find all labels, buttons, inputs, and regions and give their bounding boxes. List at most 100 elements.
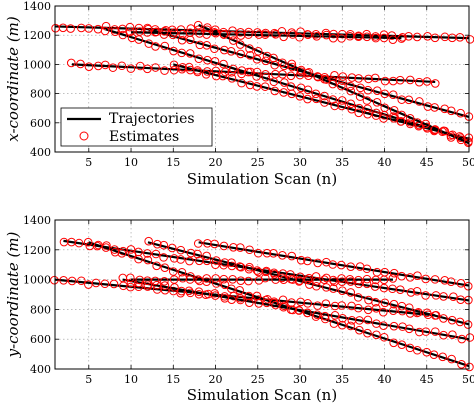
estimate-point: [169, 60, 179, 70]
estimate-point: [244, 30, 253, 39]
estimate-point: [378, 307, 388, 317]
estimate-point: [328, 260, 338, 269]
estimate-point: [218, 71, 228, 81]
estimate-point: [211, 28, 221, 38]
estimate-point: [228, 275, 237, 284]
estimate-point: [455, 317, 465, 327]
estimate-point: [151, 249, 161, 259]
estimate-point: [397, 34, 406, 43]
estimate-point: [362, 274, 372, 284]
estimate-point: [260, 273, 270, 283]
estimate-point: [389, 299, 399, 309]
x-tick-label: 25: [251, 373, 265, 386]
estimate-point: [277, 273, 287, 283]
estimate-point: [421, 291, 430, 300]
estimate-point: [227, 295, 236, 305]
estimate-point: [176, 245, 186, 255]
estimate-point: [229, 242, 238, 252]
estimate-point: [362, 32, 372, 42]
estimate-point: [203, 23, 212, 32]
estimate-point: [429, 350, 439, 359]
y-tick-label: 1200: [23, 244, 51, 257]
estimate-point: [430, 327, 440, 336]
estimate-point: [430, 79, 440, 88]
estimate-point: [169, 28, 179, 37]
estimate-point: [321, 299, 331, 308]
estimate-point: [370, 73, 380, 83]
estimate-point: [287, 251, 297, 261]
estimate-point: [288, 305, 298, 315]
estimate-point: [457, 360, 466, 369]
estimate-point: [186, 248, 196, 258]
estimate-point: [220, 280, 230, 290]
estimate-point: [371, 275, 381, 285]
estimate-point: [253, 248, 263, 258]
estimate-point: [448, 330, 457, 339]
estimate-point: [388, 76, 398, 86]
estimate-point: [354, 108, 364, 118]
estimate-point: [210, 44, 219, 54]
estimate-point: [330, 301, 340, 311]
y-tick-label: 1000: [23, 58, 51, 71]
estimate-point: [126, 27, 135, 37]
estimate-point: [363, 315, 373, 325]
estimate-point: [84, 62, 94, 72]
estimate-point: [371, 33, 381, 43]
estimate-point: [271, 300, 280, 310]
estimate-point: [245, 80, 255, 90]
estimate-point: [117, 61, 127, 71]
estimate-point: [379, 114, 388, 123]
estimate-point: [347, 104, 356, 114]
estimate-point: [330, 101, 339, 111]
estimate-point: [456, 135, 466, 145]
estimate-point: [346, 81, 355, 91]
x-tick-label: 40: [378, 373, 392, 386]
x-tick-label: 10: [124, 373, 138, 386]
estimate-point: [456, 279, 466, 288]
estimate-point: [202, 41, 212, 50]
estimate-point: [185, 256, 194, 266]
estimate-point: [312, 31, 322, 41]
estimate-point: [328, 33, 338, 43]
estimate-point: [446, 277, 456, 286]
track-6: [193, 20, 473, 147]
estimate-point: [278, 251, 287, 260]
estimate-point: [338, 72, 348, 81]
estimate-point: [278, 69, 287, 79]
estimate-point: [210, 57, 220, 66]
estimate-point: [184, 62, 194, 72]
estimate-point: [152, 261, 161, 271]
estimate-point: [270, 270, 279, 279]
estimate-point: [226, 47, 236, 56]
track-7: [126, 27, 406, 44]
estimate-point: [236, 49, 245, 59]
estimate-point: [160, 263, 170, 272]
estimate-point: [346, 321, 355, 331]
estimate-point: [144, 236, 153, 246]
estimate-point: [260, 82, 270, 91]
panel-2: 5 10 15 20 25 30 35 40 45 50 400 600 800 1000 1200 1400…: [4, 214, 474, 404]
estimate-point: [93, 240, 103, 250]
estimate-point: [219, 274, 229, 284]
x-tick-label: 5: [85, 373, 92, 386]
estimate-point: [430, 125, 440, 134]
estimate-point: [143, 255, 153, 265]
estimate-point: [337, 96, 347, 105]
estimate-point: [372, 98, 382, 107]
estimate-point: [372, 86, 382, 96]
estimate-point: [244, 276, 253, 286]
estimate-point: [415, 327, 424, 337]
estimate-point: [252, 72, 261, 81]
estimate-point: [405, 113, 415, 123]
estimate-point: [463, 320, 473, 329]
estimate-point: [202, 277, 211, 286]
x-axis-title: Simulation Scan (n): [187, 386, 337, 404]
estimate-point: [288, 275, 297, 284]
estimate-point: [439, 314, 448, 323]
x-tick-label: 20: [209, 373, 223, 386]
estimate-point: [177, 267, 187, 277]
estimate-point: [110, 27, 120, 37]
estimate-point: [380, 89, 390, 99]
estimate-point: [228, 31, 237, 40]
panel-1: 5 10 15 20 25 30 35 40 45 50 400 600 800 1000 1200 1400…: [4, 0, 474, 188]
